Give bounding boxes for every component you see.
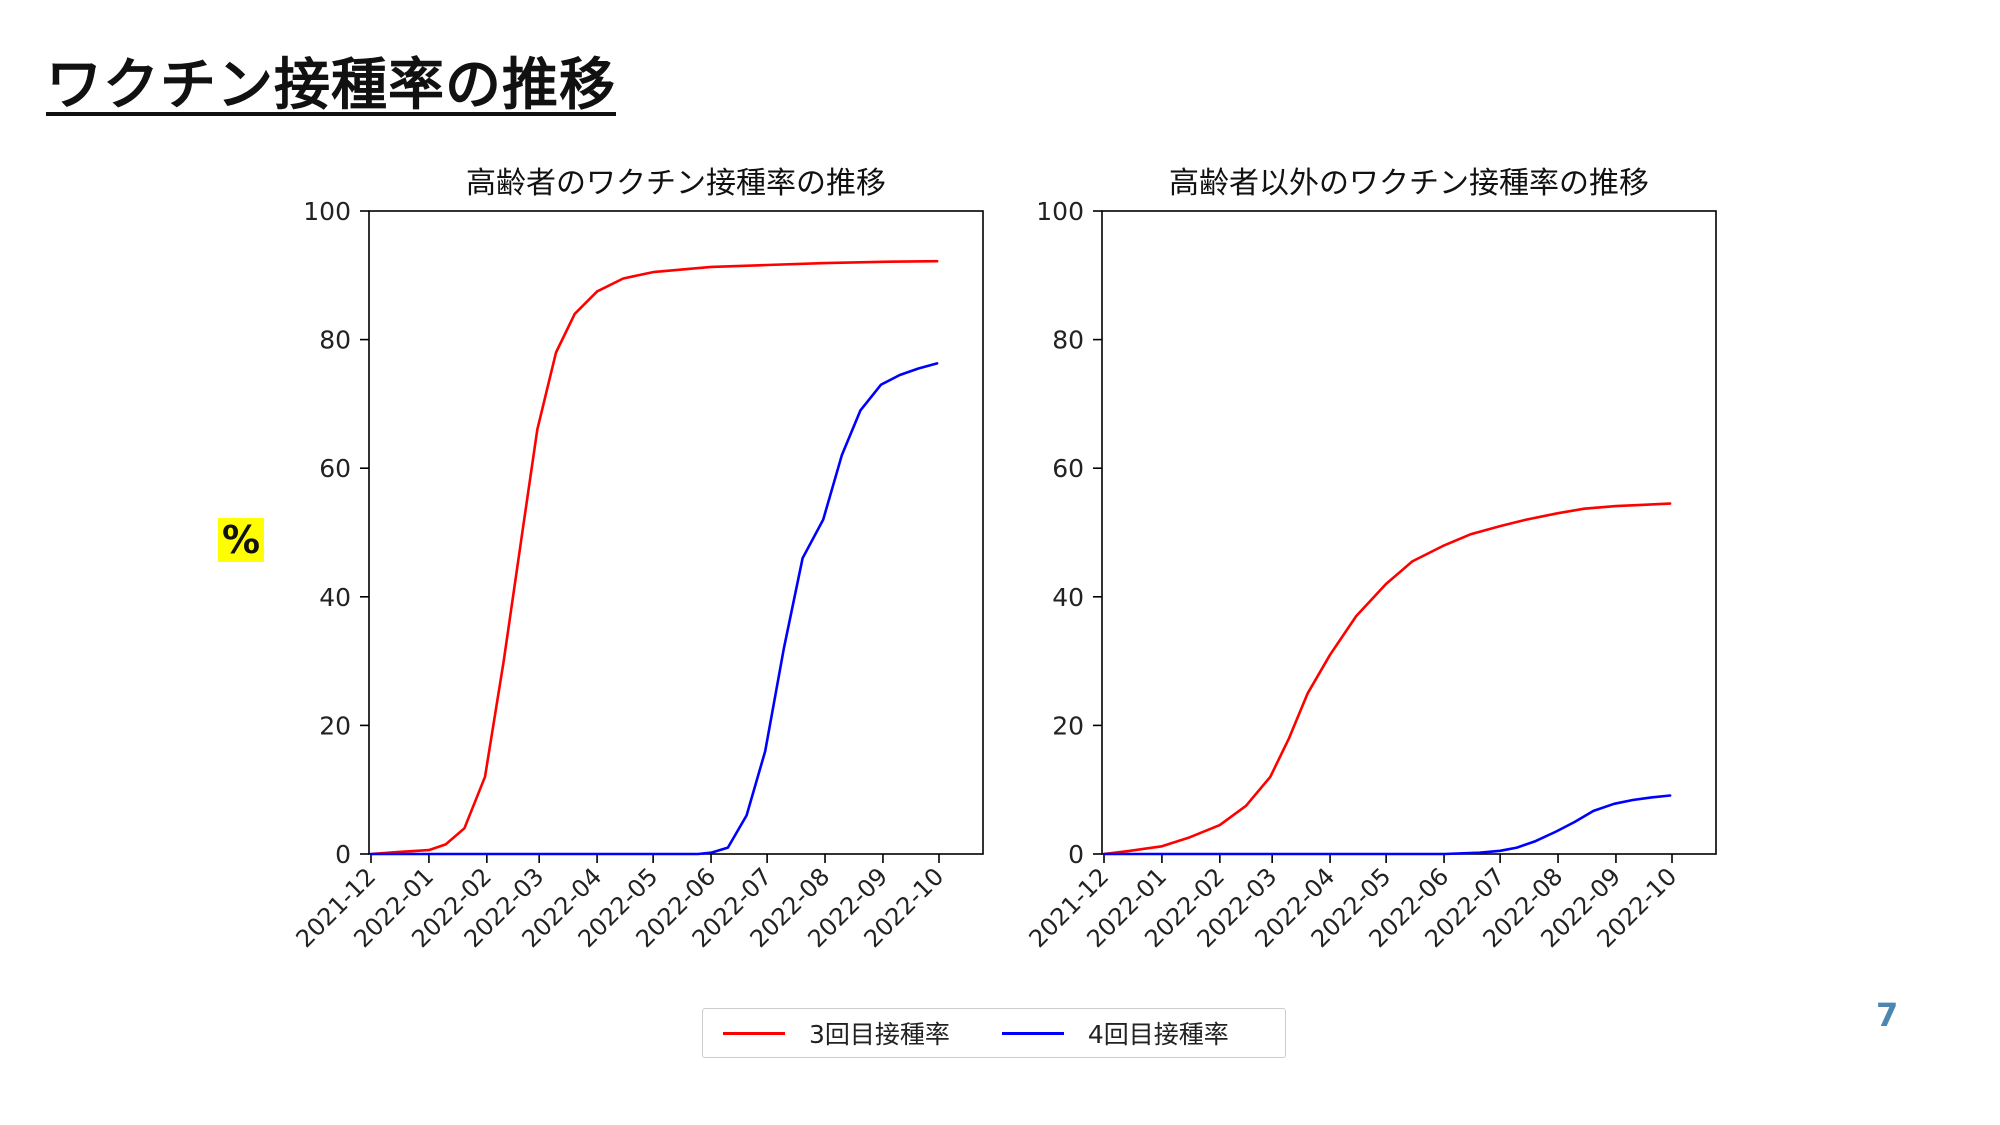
- plot-frame-2: [1101, 210, 1717, 855]
- legend-label-third-dose: 3回目接種率: [809, 1020, 950, 1049]
- y-tick-label-1-40: 40: [319, 583, 351, 612]
- legend: 3回目接種率 4回目接種率: [702, 1008, 1286, 1058]
- chart-title-2: 高齢者以外のワクチン接種率の推移: [1169, 166, 1649, 201]
- series-line-2-fourth-dose: [1102, 794, 1672, 856]
- y-tick-label-2-20: 20: [1052, 711, 1084, 740]
- series-line-1-third-dose: [369, 259, 939, 856]
- y-axis-unit-label: %: [218, 518, 265, 562]
- y-tick-label-1-20: 20: [319, 711, 351, 740]
- y-tick-label-2-100: 100: [1036, 197, 1084, 226]
- series-line-1-fourth-dose: [369, 362, 939, 856]
- y-tick-label-2-0: 0: [1068, 840, 1084, 869]
- plot-frame-1: [368, 210, 984, 855]
- slide-title: ワクチン接種率の推移: [46, 53, 616, 118]
- y-tick-label-1-80: 80: [319, 326, 351, 355]
- legend-line-fourth-dose: [1001, 1031, 1064, 1035]
- y-tick-label-1-0: 0: [335, 840, 351, 869]
- page-number: 7: [1876, 996, 1899, 1034]
- legend-line-third-dose: [723, 1031, 785, 1035]
- y-tick-label-2-80: 80: [1052, 326, 1084, 355]
- y-tick-label-2-60: 60: [1052, 454, 1084, 483]
- legend-label-fourth-dose: 4回目接種率: [1087, 1020, 1229, 1049]
- legend-entry-fourth-dose: 4回目接種率: [1001, 1015, 1229, 1051]
- series-line-2-third-dose: [1102, 502, 1672, 856]
- y-tick-label-2-40: 40: [1052, 583, 1084, 612]
- chart-title-1: 高齢者のワクチン接種率の推移: [466, 166, 886, 201]
- y-tick-label-1-60: 60: [319, 454, 351, 483]
- y-tick-label-1-100: 100: [303, 197, 351, 226]
- legend-entry-third-dose: 3回目接種率: [723, 1015, 950, 1051]
